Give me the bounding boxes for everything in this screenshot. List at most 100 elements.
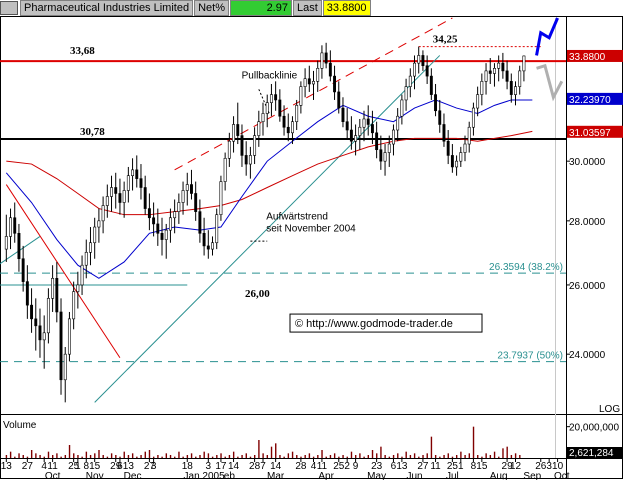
- candle-body: [248, 155, 252, 165]
- time-tick-label: 6: [391, 461, 397, 472]
- candle-body: [282, 115, 286, 128]
- volume-bar: [371, 450, 374, 458]
- candle-body: [480, 81, 484, 95]
- time-tick-label: 28: [249, 461, 261, 472]
- volume-bar: [451, 456, 454, 458]
- time-tick-label: 3: [206, 461, 212, 472]
- volume-bar: [22, 455, 24, 458]
- trendline-label: Aufwärtstrend: [266, 211, 328, 222]
- time-tick-label: 11: [47, 461, 58, 472]
- volume-bar: [380, 446, 382, 458]
- volume-bar: [18, 453, 20, 458]
- volume-bar: [190, 453, 193, 458]
- volume-bar: [279, 455, 281, 458]
- volume-bar: [510, 455, 513, 458]
- candle-body: [387, 143, 391, 153]
- candle-body: [354, 135, 358, 142]
- volume-bar: [39, 455, 41, 458]
- volume-bar: [174, 456, 176, 458]
- time-tick-label: 25: [68, 461, 80, 472]
- volume-bar: [333, 453, 336, 458]
- candle-body: [93, 226, 97, 244]
- volume-bar: [342, 455, 344, 458]
- volume-bar: [131, 453, 134, 458]
- volume-bar: [354, 455, 357, 458]
- candle-body: [303, 78, 307, 87]
- candle-body: [307, 78, 311, 85]
- candle-body: [110, 187, 113, 197]
- volume-bar: [367, 455, 370, 458]
- price-tick-label: 30.0000: [569, 157, 606, 168]
- month-label: Dec: [124, 471, 142, 480]
- time-tick-label: 27: [144, 461, 156, 472]
- time-tick-label: 4: [311, 461, 317, 472]
- time-tick-label: 13: [396, 461, 408, 472]
- time-tick-label: 26: [535, 461, 547, 472]
- price-tag-bg: [567, 49, 623, 62]
- volume-bar: [317, 455, 319, 458]
- volume-bar: [123, 451, 125, 458]
- volume-bar: [472, 426, 475, 458]
- time-tick-label: 11: [317, 461, 328, 472]
- candle-body: [501, 62, 505, 72]
- time-tick-label: 11: [430, 461, 441, 472]
- projection-path: [536, 63, 564, 102]
- volume-bar: [110, 453, 113, 458]
- candle-body: [429, 75, 433, 95]
- volume-bar: [94, 453, 96, 458]
- instrument-icon[interactable]: [0, 1, 18, 15]
- volume-bar: [363, 456, 365, 458]
- volume-bar: [296, 455, 298, 458]
- volume-bar: [64, 455, 67, 458]
- volume-bar: [489, 455, 492, 458]
- time-tick-label: 27: [417, 461, 429, 472]
- candle-body: [156, 223, 160, 234]
- volume-bar: [169, 455, 172, 458]
- candle-body: [375, 132, 379, 151]
- level-label: 33,68: [70, 45, 95, 57]
- time-tick-label: 3: [151, 461, 157, 472]
- candle-body: [341, 107, 345, 123]
- candle-body: [42, 332, 46, 341]
- time-tick-label: 17: [215, 461, 227, 472]
- candle-body: [497, 62, 501, 69]
- chart-frame: [0, 16, 623, 479]
- candle-body: [206, 245, 210, 250]
- candle-body: [328, 62, 332, 77]
- volume-bar: [308, 453, 311, 458]
- volume-bar: [85, 451, 88, 458]
- volume-bar: [338, 456, 340, 458]
- volume-bar: [418, 456, 420, 458]
- volume-bar: [26, 456, 29, 458]
- trendline-label: Pullbacklinie: [242, 71, 298, 82]
- candle-body: [17, 232, 21, 260]
- price-tag-bg: [567, 92, 623, 105]
- candle-body: [425, 65, 429, 77]
- volume-bar: [102, 455, 104, 458]
- volume-bar: [359, 453, 361, 458]
- volume-bar: [228, 455, 231, 458]
- candle-body: [358, 126, 362, 136]
- candle-body: [253, 135, 257, 156]
- candle-body: [30, 304, 34, 320]
- volume-bar: [506, 446, 508, 458]
- time-tick-label: 6: [117, 461, 123, 472]
- watermark-text: © http://www.godmode-trader.de: [295, 318, 453, 330]
- volume-bar: [224, 456, 226, 458]
- time-tick-label: 15: [476, 461, 488, 472]
- time-tick-label: 7: [260, 461, 266, 472]
- candle-body: [76, 284, 80, 292]
- candle-body: [455, 160, 459, 168]
- volume-bar: [35, 453, 37, 458]
- volume-bar: [119, 456, 121, 458]
- candle-body: [160, 232, 164, 240]
- candle-body: [257, 121, 261, 136]
- volume-bar: [376, 453, 378, 458]
- volume-bar: [232, 451, 235, 458]
- candle-body: [484, 70, 488, 82]
- volume-bar: [56, 453, 58, 458]
- candle-body: [518, 70, 522, 87]
- volume-bar: [30, 450, 33, 458]
- candle-body: [198, 211, 202, 234]
